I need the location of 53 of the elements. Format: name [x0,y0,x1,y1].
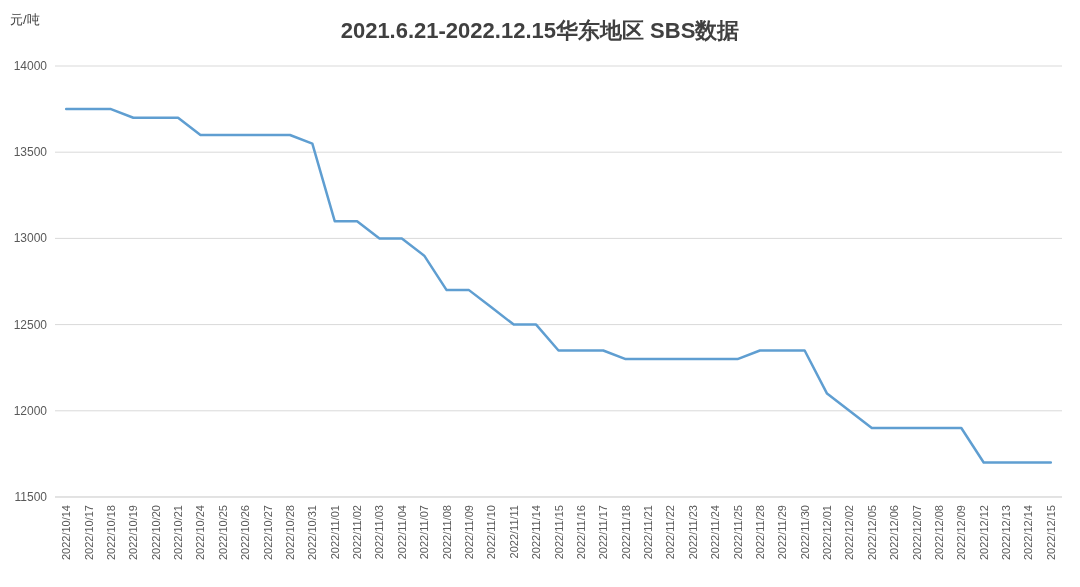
y-tick-label: 12000 [13,403,47,418]
x-tick-label: 2022/12/08 [932,505,945,561]
title: 2021.6.21-2022.12.15华东地区 SBS数据 [340,18,740,43]
x-tick-label: 2022/11/22 [664,505,677,560]
x-tick-label: 2022/11/08 [440,505,453,560]
x-tick-label: 2022/12/15 [1044,505,1057,561]
x-tick-label: 2022/12/02 [843,505,856,561]
x-tick-label: 2022/11/10 [485,505,498,560]
x-tick-label: 2022/10/17 [82,505,95,561]
x-tick-label: 2022/12/14 [1022,505,1035,561]
x-tick-label: 2022/11/29 [776,505,789,560]
x-tick-label: 2022/12/12 [977,505,990,561]
x-tick-label: 2022/11/23 [686,505,699,560]
x-tick-label: 2022/11/28 [753,505,766,560]
x-tick-label: 2022/11/16 [574,505,587,560]
y-axis-title: 元/吨 [10,12,40,27]
y-tick-label: 13500 [13,145,47,160]
y-tick-label: 14000 [13,59,47,73]
x-tick-label: 2022/10/19 [127,505,140,561]
x-tick-label: 2022/10/27 [261,505,274,561]
x-tick-label: 2022/12/09 [955,505,968,561]
y-tick-label: 11500 [14,490,47,504]
x-tick-label: 2022/11/24 [709,505,722,560]
x-tick-label: 2022/11/02 [351,505,364,560]
x-tick-label: 2022/11/14 [530,505,543,560]
x-tick-label: 2022/11/18 [619,505,632,560]
x-tick-label: 2022/10/26 [239,505,252,561]
x-tick-label: 2022/12/01 [821,505,834,561]
x-tick-label: 2022/10/28 [283,505,296,561]
x-tick-label: 2022/10/14 [60,505,73,561]
x-tick-label: 2022/11/17 [597,505,610,560]
x-tick-label: 2022/11/09 [463,505,475,560]
x-tick-label: 2022/12/07 [910,505,923,561]
x-tick-label: 2022/11/15 [552,505,565,560]
x-tick-label: 2022/11/07 [418,505,431,560]
x-tick-label: 2022/10/25 [216,505,229,561]
x-tick-label: 2022/12/05 [865,505,878,561]
x-tick-label: 2022/12/13 [1000,505,1013,561]
x-tick-label: 2022/11/11 [507,505,520,559]
x-tick-label: 2022/10/31 [306,505,319,561]
x-tick-label: 2022/11/25 [731,505,744,560]
x-tick-label: 2022/10/24 [194,505,207,561]
x-tick-label: 2022/10/21 [172,505,185,561]
y-tick-label: 13000 [13,231,47,246]
x-tick-label: 2022/10/20 [149,505,162,561]
x-tick-label: 2022/11/04 [395,505,408,560]
x-tick-label: 2022/11/21 [642,505,654,560]
x-tick-label: 2022/11/01 [328,505,341,560]
x-tick-label: 2022/11/03 [373,505,386,560]
x-tick-label: 2022/11/30 [798,505,811,560]
x-tick-label: 2022/10/18 [104,505,117,561]
y-tick-label: 12500 [13,317,47,332]
x-tick-label: 2022/12/06 [888,505,901,561]
